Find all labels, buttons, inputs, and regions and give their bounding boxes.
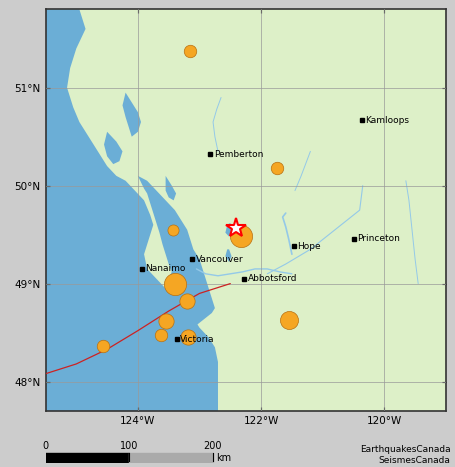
Text: Kamloops: Kamloops: [365, 115, 409, 125]
Text: Nanaimo: Nanaimo: [145, 264, 186, 273]
Text: Princeton: Princeton: [357, 234, 400, 243]
Polygon shape: [138, 176, 215, 344]
Text: km: km: [216, 453, 232, 463]
Polygon shape: [46, 9, 218, 411]
Text: Hope: Hope: [298, 242, 321, 251]
Polygon shape: [104, 132, 122, 164]
Text: 200: 200: [204, 441, 222, 451]
Text: Vancouver: Vancouver: [196, 255, 243, 264]
Text: Pemberton: Pemberton: [214, 150, 263, 159]
Polygon shape: [116, 331, 218, 411]
Text: EarthquakesCanada
SeismesCanada: EarthquakesCanada SeismesCanada: [360, 445, 450, 465]
Polygon shape: [225, 223, 232, 237]
Text: 0: 0: [42, 441, 49, 451]
Text: 100: 100: [120, 441, 138, 451]
Polygon shape: [225, 249, 232, 262]
Polygon shape: [166, 176, 176, 200]
Text: Abbotsford: Abbotsford: [248, 274, 297, 283]
Polygon shape: [122, 92, 141, 137]
Text: Victoria: Victoria: [180, 335, 215, 344]
